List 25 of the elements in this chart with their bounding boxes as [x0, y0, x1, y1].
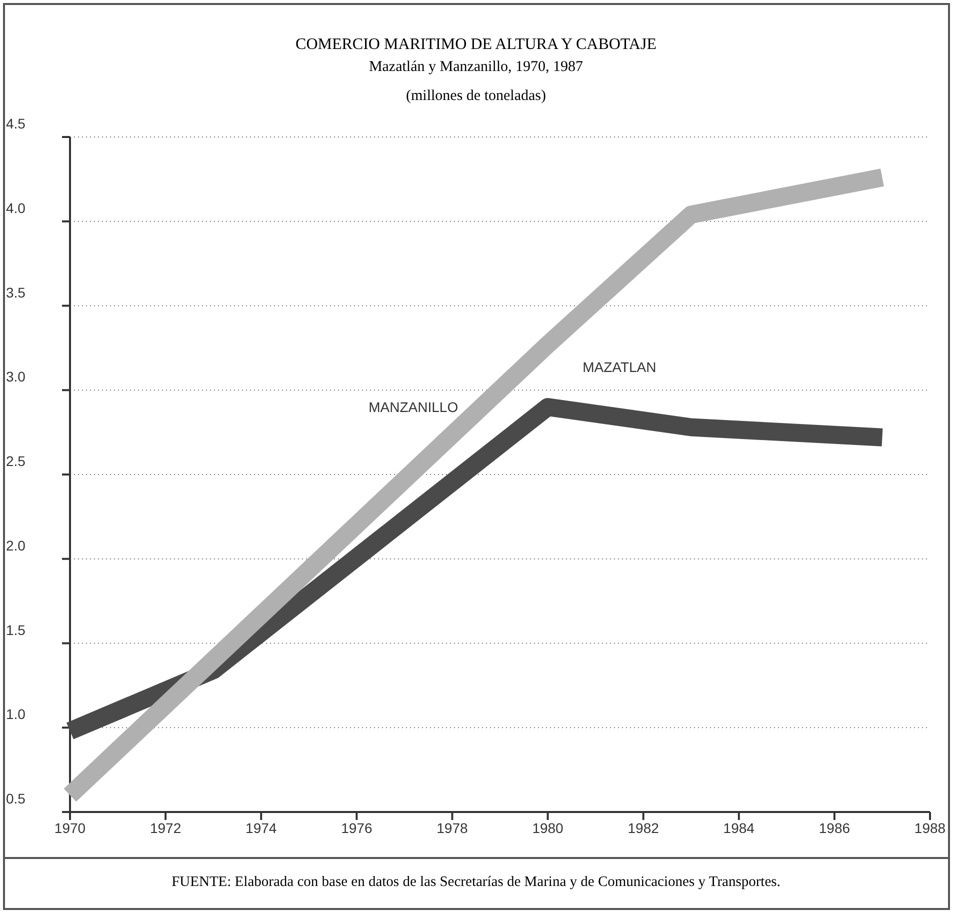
y-tick-label: 1.0: [6, 706, 26, 722]
x-tick-label: 1972: [150, 820, 182, 836]
text: (millones de toneladas): [406, 88, 546, 104]
y-tick-label: 1.5: [6, 622, 26, 638]
x-tick-label: 1976: [341, 820, 372, 836]
x-tick-label: 1980: [532, 820, 564, 836]
text: MAZATLAN: [582, 359, 656, 376]
x-tick-label: 1970: [54, 820, 86, 836]
y-tick-label: 2.0: [6, 537, 26, 554]
source-note: FUENTE: Elaborada con base en datos de las Secretarías de Marina y de Comunicaciones y Transportes.: [172, 874, 780, 890]
y-tick-label: 0.5: [6, 790, 26, 807]
x-tick-label: 1986: [818, 820, 850, 836]
chart-title: COMERCIO MARITIMO DE ALTURA Y CABOTAJE: [296, 36, 656, 53]
x-tick-label: 1974: [246, 820, 277, 836]
series-label: MANZANILLO: [368, 399, 458, 416]
y-tick-label: 3.5: [6, 284, 26, 300]
x-tick-label: 1988: [914, 820, 946, 836]
x-tick-label: 1978: [436, 820, 468, 836]
chart-subtitle: Mazatlán y Manzanillo, 1970, 1987: [368, 59, 584, 75]
y-tick-label: 4.0: [6, 200, 26, 216]
y-tick-label: 4.5: [6, 116, 26, 132]
y-tick-label: 2.5: [6, 453, 26, 470]
x-tick-label: 1984: [723, 820, 755, 836]
y-tick-label: 3.0: [6, 368, 26, 385]
x-tick-label: 1982: [628, 820, 660, 836]
